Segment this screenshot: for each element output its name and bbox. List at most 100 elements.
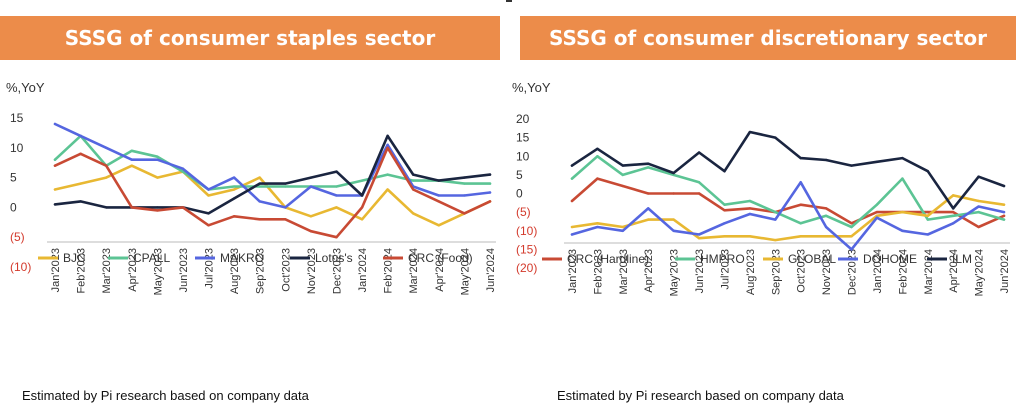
data-point-lotus-s [463,176,466,179]
x-tick-label: May'2024 [459,248,471,295]
data-point-global [824,235,828,238]
data-point-dohome [1002,210,1006,214]
data-point-hmpro [1002,218,1006,221]
data-point-lotus-s [156,206,159,209]
data-point-cpall [463,182,466,185]
data-point-crc-food [258,218,261,221]
data-point-hmpro [850,225,853,229]
data-point-global [570,225,574,229]
legend-label-makro: MAKRO [220,251,264,265]
data-point-crc-food [232,215,236,218]
staples-line-chart: 15 10 5 0 (5) (10) Jan'2023 Feb'2023 Mar'2023 Apr… [10,111,497,295]
data-point-makro [437,194,441,197]
data-point-crc-hardline [697,192,701,195]
data-point-cpall [232,185,236,188]
data-point-crc-hardline [596,177,599,180]
x-tick-label: Jul'2023 [204,248,216,289]
data-point-crc-hardline [748,207,752,210]
data-point-makro [232,176,236,179]
data-point-cpall [488,182,492,185]
x-tick-label: Jan'2023 [50,248,62,292]
data-point-ilm [875,160,879,164]
data-point-bjc [207,194,210,197]
data-point-crc-food [104,164,108,167]
data-point-lotus-s [309,176,313,179]
y-unit-label-discretionary: %,YoY [512,80,551,95]
data-point-crc-hardline [977,225,980,229]
data-point-global [774,238,777,242]
legend-label-lotus-s: Lotus's [315,251,353,265]
data-point-ilm [1002,184,1006,188]
data-point-ilm [723,169,726,173]
data-point-dohome [570,233,574,236]
data-point-crc-food [488,200,492,203]
data-point-lotus-s [412,173,415,176]
data-point-crc-hardline [647,192,650,195]
x-tick-label: Oct'2023 [280,248,292,292]
data-point-lotus-s [232,197,236,200]
data-point-global [799,235,802,238]
data-point-global [951,194,955,197]
data-point-hmpro [901,177,904,180]
x-tick-label: Sep'2023 [770,249,782,295]
data-point-makro [309,185,313,188]
data-point-hmpro [672,173,675,177]
x-tick-label: Jan'2024 [872,249,884,293]
data-point-ilm [596,147,599,150]
data-point-global [672,218,675,221]
data-point-cpall [360,179,364,182]
x-tick-label: Jun'2023 [178,248,190,292]
x-tick-label: Apr'2023 [127,248,139,292]
data-point-crc-hardline [926,210,929,214]
series-line-cpall [53,134,492,191]
data-point-dohome [621,229,625,232]
legend: CRC (Hardline) HMPRO GLOBAL DOHOME ILM [542,252,972,266]
data-point-ilm [570,164,574,167]
data-point-hmpro [621,173,625,177]
data-point-makro [207,188,210,191]
data-point-global [850,235,853,238]
data-point-makro [335,194,338,197]
series-line-crc-food [53,146,492,239]
data-point-hmpro [647,166,650,169]
data-point-makro [386,143,389,147]
data-point-ilm [697,151,701,154]
data-point-crc-hardline [875,210,879,214]
data-point-hmpro [596,155,599,158]
data-point-dohome [748,212,752,216]
data-point-dohome [647,207,650,210]
data-point-ilm [824,158,828,162]
data-point-dohome [723,222,726,225]
data-point-lotus-s [488,173,492,176]
data-point-makro [53,122,57,126]
data-point-lotus-s [207,212,210,215]
data-point-dohome [850,248,853,251]
data-point-bjc [53,188,57,191]
data-point-crc-food [309,230,313,233]
source-note-left: Estimated by Pi research based on compan… [22,388,309,403]
data-point-global [723,235,726,238]
data-point-makro [463,194,466,197]
data-point-makro [79,134,82,138]
x-tick-label: Mar'2023 [618,249,630,295]
data-point-ilm [799,156,802,160]
data-point-crc-hardline [723,209,726,212]
data-point-dohome [774,218,777,221]
data-point-bjc [258,176,261,179]
data-point-bjc [335,206,338,209]
legend-label-crc-hardline: CRC (Hardline) [567,252,649,266]
data-point-crc-food [335,236,338,239]
data-point-hmpro [951,214,955,218]
x-tick-label: Apr'2023 [643,249,655,293]
y-unit-label-staples: %,YoY [6,80,45,95]
series-line-lotus-s [53,134,492,215]
data-point-lotus-s [360,194,364,197]
series-line-makro [53,122,492,209]
x-tick-label: Mar'2023 [101,248,113,294]
x-tick-label: May'2023 [152,248,164,295]
data-point-makro [488,191,492,194]
data-point-dohome [596,225,599,229]
x-tick-label: Jun'2024 [485,248,497,292]
data-point-crc-food [207,224,210,227]
y-tick-label: (20) [516,261,537,275]
